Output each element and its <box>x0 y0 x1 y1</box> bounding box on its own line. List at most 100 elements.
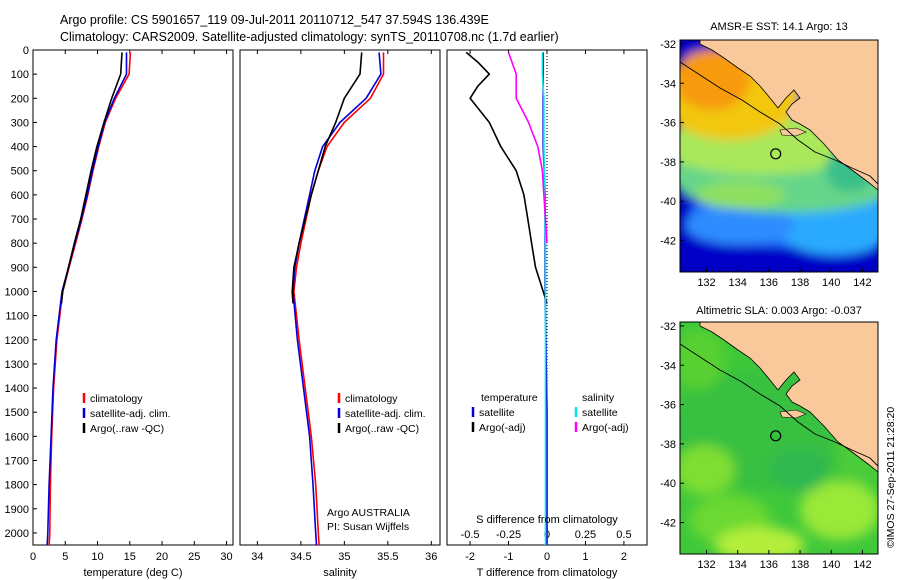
salinity-axes-frame <box>239 49 441 546</box>
salinity-legend-heading: salinity <box>582 392 615 404</box>
s-difference-tick-label: 0.25 <box>575 529 596 541</box>
sla-field <box>680 322 878 554</box>
sst-map-title: AMSR-E SST: 14.1 Argo: 13 <box>710 21 848 33</box>
s-difference-tick-label: -0.5 <box>461 529 480 541</box>
map-lon-tick-label: 140 <box>822 277 840 289</box>
difference-salinity-satellite-line <box>541 52 547 545</box>
t-difference-x-tick-label: -2 <box>465 551 475 563</box>
depth-tick-label: 1100 <box>5 311 29 323</box>
map-lat-tick-label: -32 <box>660 39 676 51</box>
difference-legend-salinity-satellite-label: satellite <box>582 407 618 419</box>
depth-tick-label: 700 <box>11 214 29 226</box>
map-lon-tick-label: 142 <box>853 559 871 571</box>
temperature-legend: climatology satellite-adj. clim. Argo(..ra… <box>82 393 171 435</box>
temperature-x-tick-label: 20 <box>156 551 168 563</box>
difference-temperature-argo-line <box>465 51 548 304</box>
s-difference-tick-label: 0.5 <box>616 529 631 541</box>
sst-field <box>680 40 878 272</box>
map-lon-tick-label: 136 <box>760 559 778 571</box>
temperature-x-tick-label: 30 <box>220 551 232 563</box>
map-lon-tick-label: 132 <box>697 559 715 571</box>
argo-program-label: Argo AUSTRALIA <box>327 507 410 519</box>
map-lat-tick-label: -34 <box>660 78 676 90</box>
imos-timestamp: ©IMOS 27-Sep-2011 21:28:20 <box>885 407 897 548</box>
salinity-x-tick-label: 34 <box>251 551 263 563</box>
t-difference-x-tick-label: 1 <box>582 551 588 563</box>
depth-tick-label: 1300 <box>5 359 29 371</box>
temperature-profiles <box>46 52 132 546</box>
salinity-legend-climatology-label: climatology <box>345 393 398 405</box>
depth-tick-label: 800 <box>11 238 29 250</box>
salinity-satellite-adj-clim-line <box>292 52 382 546</box>
sst-argo-location-marker <box>770 148 782 160</box>
sla-map-axes: 132 134 136 138 140 142 -32 -34 -36 -38 -40 -42 <box>660 321 871 571</box>
map-lon-tick-label: 142 <box>853 277 871 289</box>
depth-tick-label: 1400 <box>5 383 29 395</box>
salinity-profiles <box>291 52 385 546</box>
difference-panel: -2 -1 0 1 2 -0.5 -0.25 0 0.25 0.5 S difference f… <box>446 49 648 579</box>
sla-shelf-contour <box>680 343 878 467</box>
salinity-legend: climatology satellite-adj. clim. Argo(..ra… <box>337 393 426 435</box>
temperature-x-label: temperature (deg C) <box>83 567 182 579</box>
map-lon-tick-label: 134 <box>729 559 747 571</box>
map-lon-tick-label: 132 <box>697 277 715 289</box>
salinity-legend-satellite-adj-clim-label: satellite-adj. clim. <box>345 408 426 420</box>
depth-axis: 0 100 200 300 400 500 600 700 800 900 1000 1100 1200… <box>5 45 37 540</box>
temperature-satellite-adj-clim-line <box>46 52 128 546</box>
depth-tick-label: 900 <box>11 262 29 274</box>
temperature-x-tick-label: 15 <box>124 551 136 563</box>
difference-legend-salinity-argo-label: Argo(-adj) <box>582 422 629 434</box>
t-difference-label: T difference from climatology <box>477 567 618 579</box>
s-difference-tick-label: -0.25 <box>496 529 521 541</box>
salinity-x-tick-label: 34.5 <box>290 551 311 563</box>
salinity-x-tick-label: 36 <box>425 551 437 563</box>
temperature-argo-raw-line <box>60 52 123 304</box>
map-lon-tick-label: 138 <box>791 277 809 289</box>
depth-tick-label: 100 <box>11 69 29 81</box>
salinity-legend-argo-raw-label: Argo(..raw -QC) <box>345 423 419 435</box>
sla-map: Altimetric SLA: 0.003 Argo: -0.037 132 13… <box>660 305 879 571</box>
depth-tick-label: 600 <box>11 190 29 202</box>
map-lat-tick-label: -36 <box>660 118 676 130</box>
temperature-panel: 0100200300400500600700800900100011001200… <box>5 45 234 579</box>
map-lat-tick-label: -42 <box>660 236 676 248</box>
difference-salinity-argo-line <box>507 52 548 244</box>
map-lat-tick-label: -40 <box>660 478 676 490</box>
sst-map-axes: 132 134 136 138 140 142 -32 -34 -36 -38 -40 -42 <box>660 39 871 289</box>
salinity-x-tick-label: 35 <box>338 551 350 563</box>
difference-profiles <box>465 51 548 545</box>
depth-tick-label: 1700 <box>5 455 29 467</box>
t-difference-x-tick-label: -1 <box>504 551 514 563</box>
depth-tick-label: 1600 <box>5 431 29 443</box>
map-lat-tick-label: -36 <box>660 400 676 412</box>
sst-land-mass <box>699 40 878 191</box>
depth-tick-label: 1000 <box>5 286 29 298</box>
depth-tick-label: 200 <box>11 93 29 105</box>
map-lat-tick-label: -38 <box>660 157 676 169</box>
map-lat-tick-label: -38 <box>660 439 676 451</box>
temperature-legend-argo-raw-label: Argo(..raw -QC) <box>90 423 164 435</box>
depth-tick-label: 1200 <box>5 335 29 347</box>
salinity-argo-raw-line <box>291 52 363 304</box>
t-difference-x-tick-label: 0 <box>544 551 550 563</box>
map-lon-tick-label: 138 <box>791 559 809 571</box>
salinity-panel: 34 34.5 35 35.5 36 salinity climatology satel… <box>239 49 441 579</box>
depth-tick-label: 300 <box>11 117 29 129</box>
temperature-x-tick-label: 0 <box>30 551 36 563</box>
salinity-x-label: salinity <box>323 567 357 579</box>
temperature-legend-heading: temperature <box>481 392 538 404</box>
depth-tick-label: 1800 <box>5 480 29 492</box>
depth-tick-label: 1900 <box>5 504 29 516</box>
map-lat-tick-label: -34 <box>660 360 676 372</box>
sla-argo-location-marker <box>770 430 782 442</box>
map-lat-tick-label: -40 <box>660 196 676 208</box>
figure-title-line1: Argo profile: CS 5901657_119 09-Jul-2011… <box>60 13 489 27</box>
s-difference-label: S difference from climatology <box>476 514 618 526</box>
temperature-x-tick-label: 25 <box>188 551 200 563</box>
map-lat-tick-label: -42 <box>660 518 676 530</box>
principal-investigator-label: PI: Susan Wijffels <box>327 521 409 533</box>
sst-map-frame <box>679 39 879 273</box>
salinity-climatology-line <box>293 52 385 546</box>
salinity-x-axis: 34 34.5 35 35.5 36 <box>251 50 437 563</box>
